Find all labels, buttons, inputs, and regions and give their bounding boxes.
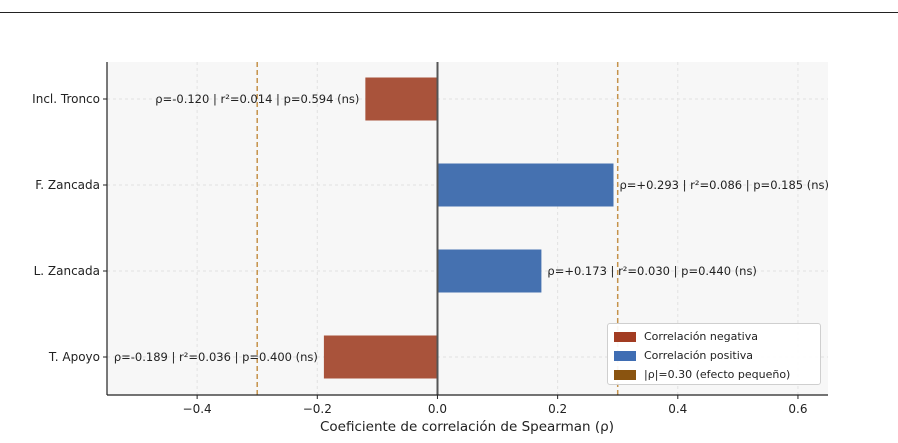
legend-label-negative: Correlación negativa xyxy=(644,330,758,343)
bars xyxy=(323,77,614,379)
x-ticks: −0.4 −0.2 0.0 0.2 0.4 0.6 xyxy=(183,395,808,416)
bar-annotation: ρ=+0.173 | r²=0.030 | p=0.440 (ns) xyxy=(547,264,757,278)
bar-annotation: ρ=-0.120 | r²=0.014 | p=0.594 (ns) xyxy=(155,92,359,106)
bar-annotation: ρ=+0.293 | r²=0.086 | p=0.185 (ns) xyxy=(620,178,830,192)
x-tick-label: 0.2 xyxy=(548,402,567,416)
legend-label-positive: Correlación positiva xyxy=(644,349,754,362)
y-tick-label: Incl. Tronco xyxy=(32,92,100,106)
legend-label-threshold: |ρ|=0.30 (efecto pequeño) xyxy=(644,368,791,381)
bar-1 xyxy=(437,163,614,207)
x-tick-label: 0.6 xyxy=(788,402,807,416)
legend-swatch-threshold xyxy=(614,369,636,380)
x-tick-label: −0.4 xyxy=(183,402,212,416)
bar-3 xyxy=(323,335,438,379)
legend-item-positive: Correlación positiva xyxy=(614,346,814,365)
x-tick-label: −0.2 xyxy=(303,402,332,416)
legend-item-negative: Correlación negativa xyxy=(614,327,814,346)
legend: Correlación negativa Correlación positiv… xyxy=(607,323,821,385)
x-axis-label: Coeficiente de correlación de Spearman (… xyxy=(320,419,614,435)
legend-item-threshold: |ρ|=0.30 (efecto pequeño) xyxy=(614,365,814,384)
x-tick-label: 0.0 xyxy=(428,402,447,416)
annotations: ρ=-0.120 | r²=0.014 | p=0.594 (ns) ρ=+0.2… xyxy=(114,92,829,364)
bar-2 xyxy=(437,249,542,293)
bar-annotation: ρ=-0.189 | r²=0.036 | p=0.400 (ns) xyxy=(114,350,318,364)
y-ticks: Incl. Tronco F. Zancada L. Zancada T. Apoyo xyxy=(32,92,107,364)
y-tick-label: T. Apoyo xyxy=(48,350,100,364)
legend-swatch-positive xyxy=(614,350,636,361)
legend-swatch-negative xyxy=(614,331,636,342)
y-tick-label: L. Zancada xyxy=(34,264,100,278)
x-tick-label: 0.4 xyxy=(668,402,687,416)
top-rule xyxy=(0,12,898,13)
bar-0 xyxy=(365,77,438,121)
y-tick-label: F. Zancada xyxy=(35,178,100,192)
